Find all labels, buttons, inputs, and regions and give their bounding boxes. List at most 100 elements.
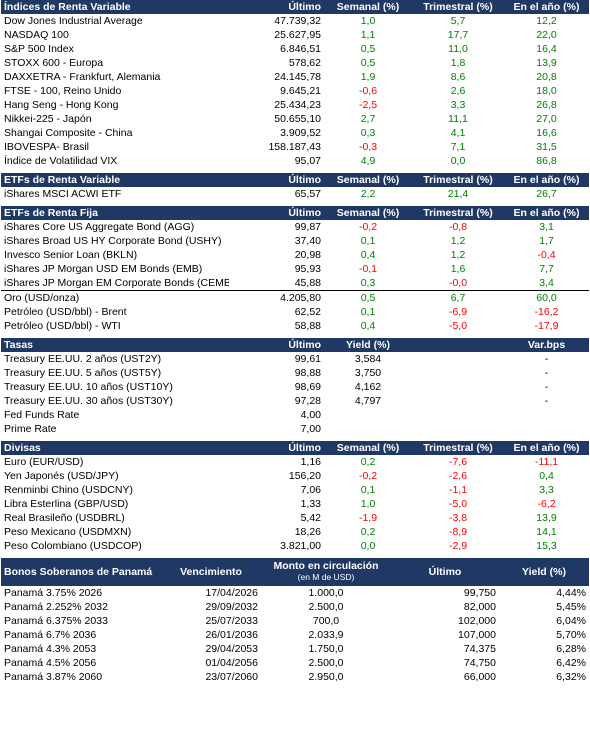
row-amount: 2.500,0 [308,657,344,669]
table-row: Prime Rate 7,00 [1,422,589,436]
row-name: Índice de Volatilidad VIX [4,155,118,167]
row-last: 25.434,23 [274,99,321,111]
column-header: Último [229,0,324,14]
row-ytd: -16,2 [534,306,559,318]
row-last: 99,87 [294,221,321,233]
row-maturity: 29/04/2053 [205,643,258,655]
table-row: iShares Core US Aggregate Bond (AGG) 99,8… [1,220,589,234]
table-row: Invesco Senior Loan (BKLN) 20,98 0,4 1,2 -0,… [1,248,589,262]
row-last: 47.739,32 [274,15,321,27]
row-name: iShares JP Morgan EM Corporate Bonds (CE… [4,277,229,289]
row-weekly: -0,1 [358,263,378,275]
section-title: Bonos Soberanos de Panamá [1,558,161,586]
row-ytd: 3,4 [539,277,554,289]
row-last: 5,42 [300,512,321,524]
row-last: 24.145,78 [274,71,321,83]
table-row: iShares JP Morgan EM Corporate Bonds (CE… [1,276,589,291]
table-row: Panamá 4.3% 2053 29/04/2053 1.750,0 74,375 6… [1,642,589,656]
column-header: Semanal (%) [324,173,412,187]
row-last: 37,40 [294,235,321,247]
table-row: Renminbi Chino (USDCNY) 7,06 0,1 -1,1 3,3 [1,483,589,497]
row-last: 18,26 [294,526,321,538]
row-name: STOXX 600 - Europa [4,57,104,69]
row-quarterly: -3,8 [448,512,468,524]
table-row: Panamá 6.7% 2036 26/01/2036 2.033,9 107,000… [1,628,589,642]
row-ytd: 16,4 [536,43,557,55]
row-weekly: 1,0 [360,15,376,27]
row-empty [412,408,504,422]
row-last: 107,000 [458,629,496,641]
row-name: Renminbi Chino (USDCNY) [4,484,133,496]
row-name: DAXXETRA - Frankfurt, Alemania [4,71,161,83]
table-row: iShares JP Morgan USD EM Bonds (EMB) 95,9… [1,262,589,276]
row-quarterly: -1,1 [448,484,468,496]
row-bps: - [544,381,549,393]
row-ytd: 13,9 [536,57,557,69]
row-last: 95,07 [294,155,321,167]
row-name: Treasury EE.UU. 10 años (UST10Y) [4,381,173,393]
row-ytd: 3,1 [539,221,554,233]
row-last: 97,28 [294,395,321,407]
row-bps [504,422,589,436]
row-ytd: 15,3 [536,540,557,552]
column-header: Último [229,173,324,187]
row-weekly: 0,3 [360,127,376,139]
row-last: 7,06 [300,484,321,496]
row-weekly: -0,2 [358,221,378,233]
row-quarterly: 1,2 [450,235,466,247]
row-ytd: 27,0 [536,113,557,125]
column-header: Var.bps [504,338,589,352]
row-name: Panamá 3.75% 2026 [4,587,103,599]
row-ytd: 60,0 [504,290,589,305]
row-weekly: 0,5 [324,290,412,305]
row-last: 6.846,51 [280,43,321,55]
table-row: Shangai Composite - China 3.909,52 0,3 4,1 1… [1,126,589,140]
row-name: Nikkei-225 - Japón [4,113,92,125]
section-header: Bonos Soberanos de Panamá Vencimiento Mont… [1,558,589,586]
row-name: iShares JP Morgan USD EM Bonds (EMB) [4,263,203,275]
row-quarterly: 6,7 [412,290,504,305]
row-quarterly: -2,6 [448,470,468,482]
row-yield: 3,584 [354,353,382,365]
table-row: Dow Jones Industrial Average 47.739,32 1,0… [1,14,589,28]
column-header: Semanal (%) [324,441,412,455]
row-last: 98,88 [294,367,321,379]
row-empty [412,394,504,408]
row-maturity: 25/07/2033 [205,615,258,627]
section-title: Tasas [1,338,229,352]
row-maturity: 26/01/2036 [205,629,258,641]
row-ytd: 20,8 [536,71,557,83]
row-last: 156,20 [288,470,321,482]
row-weekly: 2,2 [360,188,376,200]
row-last: 3.821,00 [280,540,321,552]
table-row: Peso Colombiano (USDCOP) 3.821,00 0,0 -2,9 1… [1,539,589,553]
row-name: Libra Esterlina (GBP/USD) [4,498,129,510]
row-weekly: 0,1 [360,235,376,247]
table-row: STOXX 600 - Europa 578,62 0,5 1,8 13,9 [1,56,589,70]
row-last: 50.655,10 [274,113,321,125]
table-row: Peso Mexicano (USDMXN) 18,26 0,2 -8,9 14,1 [1,525,589,539]
monto-sublabel: (en M de USD) [297,572,355,582]
table-row: Treasury EE.UU. 10 años (UST10Y) 98,69 4,1… [1,380,589,394]
row-quarterly: 5,7 [450,15,466,27]
section-header: ETFs de Renta Fija Último Semanal (%) Trime… [1,206,589,220]
row-name: Yen Japonés (USD/JPY) [4,470,119,482]
row-last: 102,000 [458,615,496,627]
row-ytd: -0,4 [537,249,556,261]
row-ytd: 16,6 [536,127,557,139]
row-last: 99,61 [294,353,321,365]
section-header: Tasas Último Yield (%) Var.bps [1,338,589,352]
row-maturity: 17/04/2026 [205,587,258,599]
row-bps [504,408,589,422]
row-empty [412,380,504,394]
row-quarterly: 0,0 [450,155,466,167]
column-header: Semanal (%) [324,0,412,14]
column-header: Último [229,441,324,455]
row-ytd: 22,0 [536,29,557,41]
row-quarterly: 11,1 [448,113,468,125]
table-row: Yen Japonés (USD/JPY) 156,20 -0,2 -2,6 0,4 [1,469,589,483]
row-yield [324,422,412,436]
row-yield: 5,45% [556,601,586,613]
row-weekly: 0,1 [360,484,376,496]
column-header: En el año (%) [504,0,589,14]
